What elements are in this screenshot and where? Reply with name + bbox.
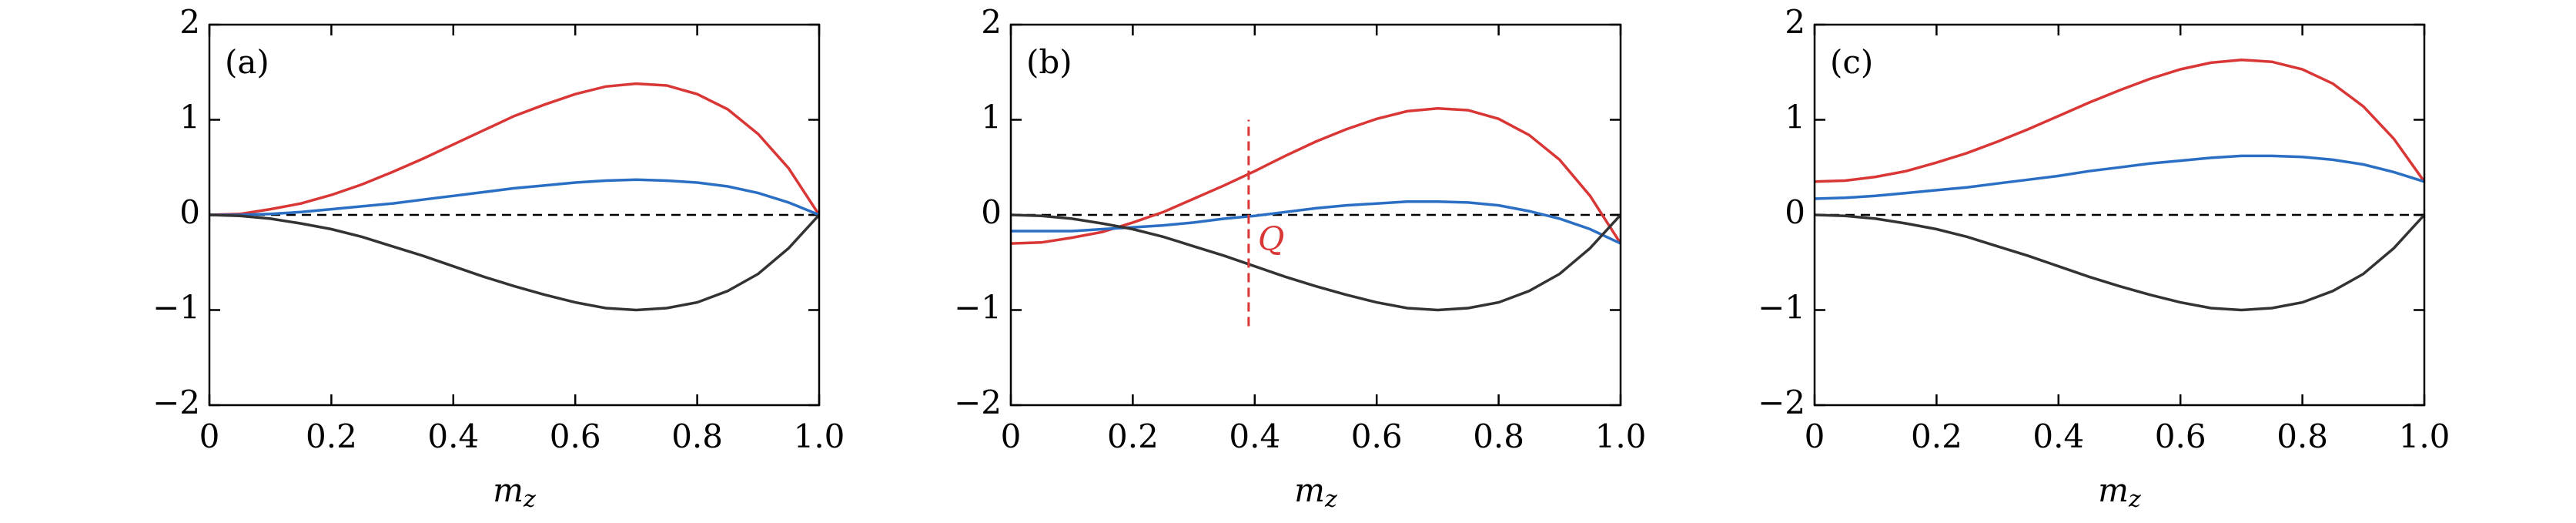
y-tick-label: 1	[1785, 99, 1805, 136]
y-tick-label: 0	[179, 193, 200, 231]
x-tick-label: 0.2	[1107, 417, 1159, 455]
panel-label: (c)	[1830, 43, 1873, 81]
y-tick-label: 2	[179, 3, 200, 41]
x-axis-label-sub: z	[1324, 486, 1337, 513]
y-tick-label: 1	[179, 99, 200, 136]
x-tick-label: 0.2	[306, 417, 357, 455]
y-tick-label: −2	[954, 384, 1002, 421]
x-tick-label: 0	[1805, 417, 1825, 455]
x-axis-label: mz	[1294, 471, 1337, 513]
y-tick-label: 2	[981, 3, 1002, 41]
x-tick-label: 0.6	[2155, 417, 2206, 455]
y-tick-label: −2	[1758, 384, 1805, 421]
x-tick-label: 1.0	[2399, 417, 2451, 455]
panel-label: (b)	[1026, 43, 1072, 81]
y-tick-label: −2	[152, 384, 200, 421]
series-line	[209, 82, 821, 216]
series-line	[1814, 58, 2426, 183]
x-tick-label: 0.4	[427, 417, 479, 455]
x-axis-label: mz	[493, 471, 536, 513]
x-tick-label: 1.0	[794, 417, 845, 455]
x-axis-label: mz	[2098, 471, 2141, 513]
x-tick-label: 0.8	[1473, 417, 1524, 455]
series-line	[1814, 213, 2426, 312]
panel: 0 0.2 0.4 0.6 0.8 1.0 −2 −1 0 1 2 Q (b) mz	[954, 3, 1646, 513]
panel-label: (a)	[225, 43, 269, 81]
series-line	[209, 213, 821, 312]
series-line	[1814, 154, 2425, 200]
series-line	[1011, 199, 1621, 245]
panel: 0 0.2 0.4 0.6 0.8 1.0 −2 −1 0 1 2 (a) mz	[152, 3, 845, 513]
y-tick-label: 0	[1785, 193, 1805, 231]
x-axis-label-base: m	[493, 471, 524, 509]
x-tick-label: 0.6	[550, 417, 601, 455]
plot-frame	[208, 23, 821, 407]
y-tick-label: −1	[152, 289, 200, 327]
plot-frame	[1813, 23, 2426, 407]
x-tick-label: 0.4	[1229, 417, 1280, 455]
x-axis-label-base: m	[2098, 471, 2129, 509]
x-tick-label: 0	[199, 417, 220, 455]
y-tick-label: −1	[954, 289, 1002, 327]
series-line	[209, 178, 820, 216]
x-tick-label: 0	[1001, 417, 1022, 455]
x-axis-label-sub: z	[523, 486, 536, 513]
y-tick-label: 2	[1785, 3, 1805, 41]
panel: 0 0.2 0.4 0.6 0.8 1.0 −2 −1 0 1 2 (c) mz	[1758, 3, 2450, 513]
x-tick-label: 0.8	[671, 417, 723, 455]
x-tick-label: 0.2	[1911, 417, 1962, 455]
x-tick-label: 0.4	[2032, 417, 2084, 455]
y-tick-label: 0	[981, 193, 1002, 231]
y-tick-label: −1	[1758, 289, 1805, 327]
series-line	[1010, 213, 1622, 312]
x-tick-label: 0.6	[1351, 417, 1403, 455]
plot-frame	[1009, 23, 1622, 407]
marker-label: Q	[1258, 220, 1284, 258]
x-axis-label-base: m	[1294, 471, 1325, 509]
x-tick-label: 1.0	[1595, 417, 1647, 455]
x-tick-label: 0.8	[2277, 417, 2328, 455]
y-tick-label: 1	[981, 99, 1002, 136]
x-axis-label-sub: z	[2128, 486, 2141, 513]
